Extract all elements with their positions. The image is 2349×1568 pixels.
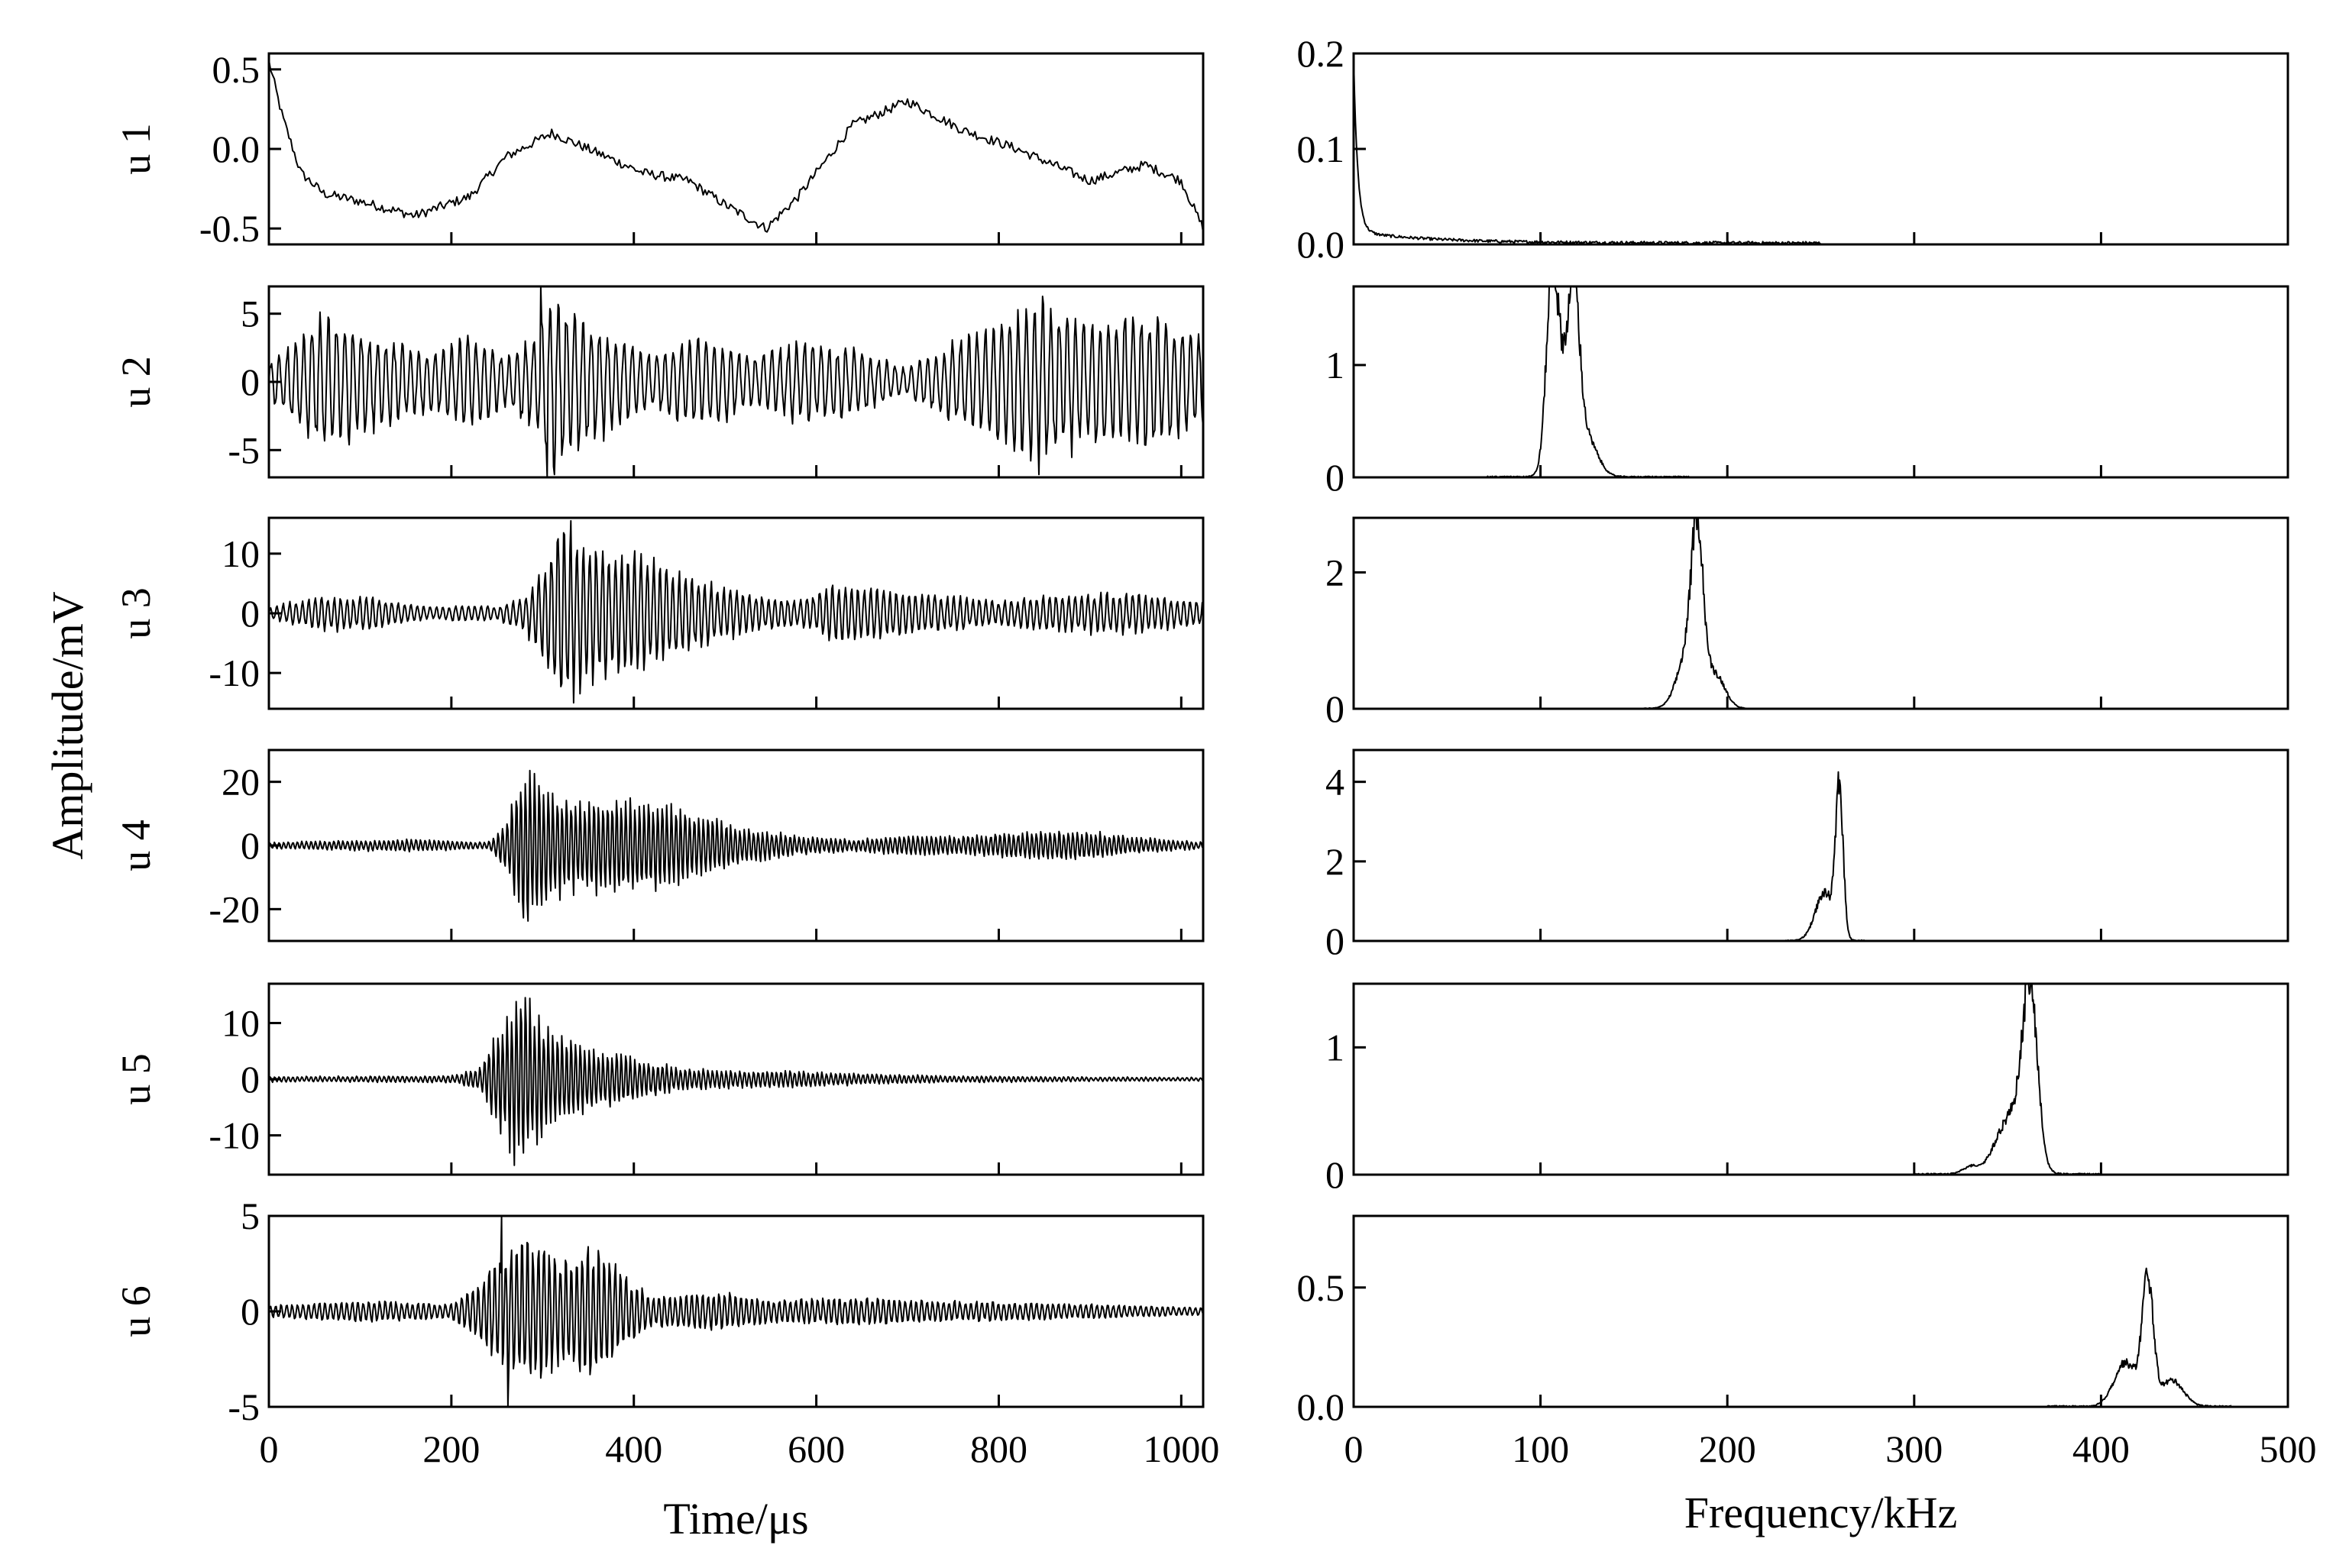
u2-freq-panel-trace bbox=[1483, 286, 1691, 478]
u4-freq-panel-ytick-label: 0 bbox=[1325, 920, 1344, 962]
u2-freq-panel-ytick-label: 1 bbox=[1325, 344, 1344, 386]
u6-time-panel-xtick-label: 200 bbox=[422, 1427, 480, 1470]
u6-freq-panel-xtick-label: 500 bbox=[2260, 1427, 2317, 1470]
u1-freq-panel-frame bbox=[1352, 52, 2289, 246]
u4-time-panel-trace bbox=[268, 769, 1204, 922]
u5-time-panel-ytick-label: 10 bbox=[222, 1001, 260, 1044]
frequency-xlabel: Frequency/kHz bbox=[1684, 1488, 1958, 1537]
u6-freq-panel-xtick-label: 400 bbox=[2072, 1427, 2130, 1470]
u6-time-panel-ytick-label: 5 bbox=[241, 1195, 260, 1237]
row-label-u4: u 4 bbox=[113, 820, 159, 871]
u6-time-panel-xtick-label: 1000 bbox=[1143, 1427, 1219, 1470]
u3-freq-panel-ytick-label: 0 bbox=[1325, 687, 1344, 730]
u4-freq-panel-ytick-label: 2 bbox=[1325, 840, 1344, 883]
u3-time-panel-ytick-label: -10 bbox=[209, 651, 260, 694]
u4-time-panel-ytick-label: 20 bbox=[222, 761, 260, 803]
row-label-u6: u 6 bbox=[113, 1285, 159, 1337]
u6-freq-panel-xtick-label: 300 bbox=[1885, 1427, 1943, 1470]
row-label-u5: u 5 bbox=[113, 1053, 159, 1105]
time-xlabel: Time/μs bbox=[663, 1494, 808, 1544]
u4-freq-panel-ytick-label: 4 bbox=[1325, 761, 1344, 803]
u6-freq-panel-ytick-label: 0.5 bbox=[1297, 1266, 1345, 1309]
u3-freq-panel-frame bbox=[1352, 516, 2289, 710]
u6-freq-panel-xtick-label: 100 bbox=[1512, 1427, 1569, 1470]
u6-time-panel-xtick-label: 400 bbox=[605, 1427, 662, 1470]
u5-freq-panel-frame bbox=[1352, 982, 2289, 1176]
u5-time-panel-trace bbox=[268, 997, 1204, 1166]
u2-time-panel-ytick-label: 5 bbox=[241, 293, 260, 335]
u3-time-panel-ytick-label: 10 bbox=[222, 532, 260, 575]
u4-freq-panel-trace bbox=[1783, 771, 1868, 942]
u4-time-panel-ytick-label: 0 bbox=[241, 824, 260, 867]
u1-freq-panel-ytick-label: 0.1 bbox=[1297, 128, 1345, 170]
u2-time-panel-trace bbox=[268, 286, 1204, 478]
u1-freq-panel-ytick-label: 0.0 bbox=[1297, 223, 1345, 266]
u6-time-panel-trace bbox=[268, 1215, 1204, 1408]
u4-freq-panel-frame bbox=[1352, 748, 2289, 942]
u6-freq-panel-ytick-label: 0.0 bbox=[1297, 1385, 1345, 1428]
u3-time-panel-trace bbox=[268, 519, 1204, 704]
u6-freq-panel-trace bbox=[2044, 1267, 2232, 1408]
u6-freq-panel-frame bbox=[1352, 1214, 2289, 1408]
u5-freq-panel-ytick-label: 1 bbox=[1325, 1026, 1344, 1069]
u2-time-panel-ytick-label: -5 bbox=[228, 428, 260, 471]
u1-freq-panel-ytick-label: 0.2 bbox=[1297, 32, 1345, 75]
u1-time-panel-ytick-label: 0.0 bbox=[212, 128, 260, 170]
row-label-u1: u 1 bbox=[113, 123, 159, 175]
shared-ylabel: Amplitude/mV bbox=[43, 591, 92, 859]
row-label-u3: u 3 bbox=[113, 587, 159, 639]
u6-time-panel-ytick-label: -5 bbox=[228, 1385, 260, 1428]
row-label-u2: u 2 bbox=[113, 356, 159, 408]
u5-freq-panel-trace bbox=[1913, 983, 2101, 1175]
u6-freq-panel-xtick-label: 0 bbox=[1344, 1427, 1364, 1470]
u2-freq-panel-frame bbox=[1352, 285, 2289, 479]
u1-time-panel-trace bbox=[268, 60, 1204, 233]
u5-time-panel-ytick-label: -10 bbox=[209, 1114, 260, 1157]
u3-freq-panel-trace bbox=[1642, 517, 1746, 710]
u2-freq-panel-ytick-label: 0 bbox=[1325, 456, 1344, 499]
u2-time-panel-ytick-label: 0 bbox=[241, 360, 260, 403]
u6-time-panel-ytick-label: 0 bbox=[241, 1290, 260, 1333]
u6-time-panel-xtick-label: 600 bbox=[788, 1427, 845, 1470]
u1-freq-panel-trace bbox=[1353, 59, 1821, 245]
u1-time-panel-ytick-label: 0.5 bbox=[212, 48, 260, 91]
u1-time-panel-frame bbox=[267, 52, 1205, 246]
u6-time-panel-xtick-label: 800 bbox=[970, 1427, 1027, 1470]
u3-time-panel-ytick-label: 0 bbox=[241, 592, 260, 635]
u6-time-panel-xtick-label: 0 bbox=[260, 1427, 279, 1470]
u5-freq-panel-ytick-label: 0 bbox=[1325, 1153, 1344, 1196]
u3-freq-panel-ytick-label: 2 bbox=[1325, 551, 1344, 593]
u4-time-panel-ytick-label: -20 bbox=[209, 887, 260, 930]
u1-time-panel-ytick-label: -0.5 bbox=[199, 207, 260, 250]
u5-time-panel-ytick-label: 0 bbox=[241, 1058, 260, 1101]
u6-freq-panel-xtick-label: 200 bbox=[1699, 1427, 1756, 1470]
